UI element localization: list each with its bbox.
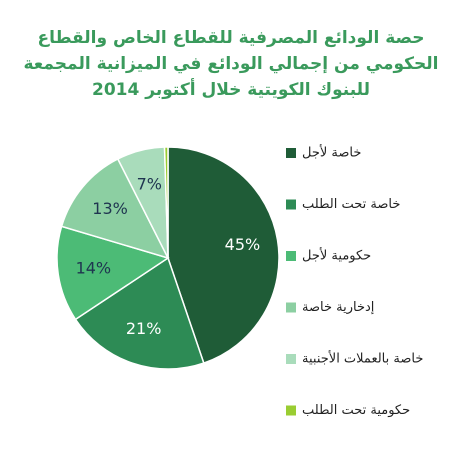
data-label: 7% <box>137 174 162 193</box>
pie-slice <box>167 146 280 365</box>
legend-swatch <box>286 148 296 158</box>
legend-swatch <box>286 251 296 261</box>
legend-label: إدخارية خاصة <box>302 300 374 315</box>
legend-swatch <box>286 354 296 364</box>
pie-slice <box>163 146 169 259</box>
legend-swatch <box>286 199 296 210</box>
pie-slice <box>60 157 170 260</box>
chart-title: الحكومي من إجمالي الودائع في الميزانية ا… <box>24 54 439 74</box>
pie-slice <box>56 225 170 321</box>
legend-label: خاصة لأجل <box>302 144 361 161</box>
legend-label: خاصة تحت الطلب <box>302 197 400 212</box>
pie-slice <box>74 256 205 370</box>
chart-title: حصة الودائع المصرفية للقطاع الخاص والقطا… <box>37 28 424 48</box>
legend-label: حكومية لأجل <box>302 247 371 264</box>
legend-swatch <box>286 302 296 313</box>
data-label: 13% <box>92 199 128 218</box>
data-label: 21% <box>126 319 162 338</box>
legend-swatch <box>286 405 296 416</box>
chart-title: للبنوك الكويتية خلال أكتوبر 2014 <box>92 78 370 100</box>
data-label: 14% <box>76 259 112 278</box>
legend-label: خاصة بالعملات الأجنبية <box>302 350 423 367</box>
data-label: 45% <box>225 235 261 254</box>
legend-label: حكومية تحت الطلب <box>302 403 410 418</box>
